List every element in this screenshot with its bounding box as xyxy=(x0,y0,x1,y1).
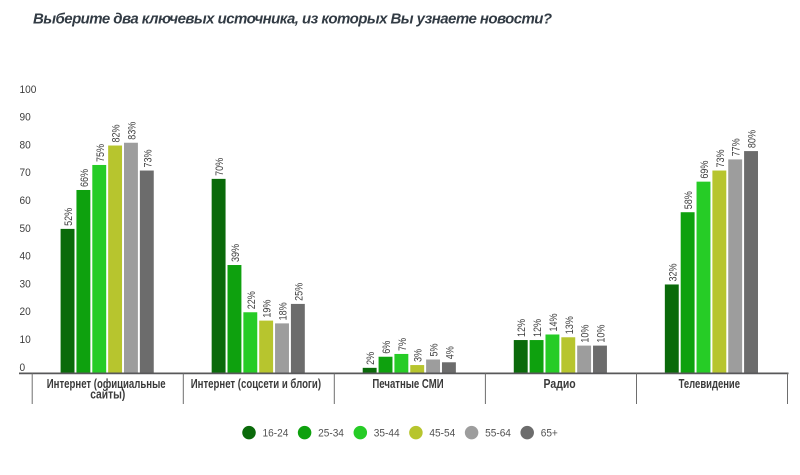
svg-text:19%: 19% xyxy=(262,300,274,318)
svg-text:58%: 58% xyxy=(683,191,695,209)
svg-text:45-54: 45-54 xyxy=(429,427,455,439)
svg-text:4%: 4% xyxy=(445,346,457,359)
svg-text:73%: 73% xyxy=(143,149,155,167)
svg-text:77%: 77% xyxy=(731,138,743,156)
svg-text:18%: 18% xyxy=(278,302,290,320)
svg-text:12%: 12% xyxy=(532,319,544,337)
svg-text:83%: 83% xyxy=(127,122,139,140)
svg-text:Интернет (официальные: Интернет (официальные xyxy=(47,378,166,392)
svg-text:12%: 12% xyxy=(516,319,528,337)
svg-text:55-64: 55-64 xyxy=(485,427,511,439)
svg-text:70: 70 xyxy=(20,167,31,179)
svg-text:69%: 69% xyxy=(699,161,711,179)
svg-text:7%: 7% xyxy=(397,338,409,351)
svg-text:13%: 13% xyxy=(564,316,576,334)
svg-text:25%: 25% xyxy=(294,283,306,301)
svg-text:Выберите два ключевых источник: Выберите два ключевых источника, из кото… xyxy=(33,11,552,28)
svg-text:10%: 10% xyxy=(580,325,592,343)
svg-text:73%: 73% xyxy=(715,149,727,167)
svg-text:25-34: 25-34 xyxy=(318,427,344,439)
svg-text:20: 20 xyxy=(20,306,31,318)
svg-text:14%: 14% xyxy=(548,313,560,331)
svg-text:3%: 3% xyxy=(413,349,425,362)
svg-text:66%: 66% xyxy=(79,169,91,187)
svg-text:100: 100 xyxy=(20,84,37,96)
svg-text:70%: 70% xyxy=(214,158,226,176)
svg-text:75%: 75% xyxy=(95,144,107,162)
svg-text:Радио: Радио xyxy=(544,376,576,391)
svg-text:52%: 52% xyxy=(63,208,75,226)
svg-text:80: 80 xyxy=(20,139,31,151)
svg-text:22%: 22% xyxy=(246,291,258,309)
svg-text:50: 50 xyxy=(20,222,31,234)
svg-text:10: 10 xyxy=(20,334,31,346)
svg-text:2%: 2% xyxy=(365,352,377,365)
svg-text:5%: 5% xyxy=(429,343,441,356)
svg-text:16-24: 16-24 xyxy=(263,427,289,439)
svg-text:Печатные СМИ: Печатные СМИ xyxy=(372,378,443,392)
svg-text:39%: 39% xyxy=(230,244,242,262)
svg-text:0: 0 xyxy=(20,361,26,373)
svg-text:сайты): сайты) xyxy=(90,388,125,402)
svg-text:90: 90 xyxy=(20,111,31,123)
svg-text:82%: 82% xyxy=(111,124,123,142)
svg-text:Интернет (соцсети и блоги): Интернет (соцсети и блоги) xyxy=(191,378,321,392)
svg-text:10%: 10% xyxy=(596,325,608,343)
svg-text:60: 60 xyxy=(20,195,31,207)
svg-text:65+: 65+ xyxy=(541,427,558,439)
svg-text:Телевидение: Телевидение xyxy=(679,378,740,392)
svg-text:80%: 80% xyxy=(747,130,759,148)
svg-text:32%: 32% xyxy=(668,263,680,281)
svg-text:35-44: 35-44 xyxy=(374,427,400,439)
svg-text:6%: 6% xyxy=(381,341,393,354)
svg-text:30: 30 xyxy=(20,278,31,290)
svg-text:40: 40 xyxy=(20,250,31,262)
